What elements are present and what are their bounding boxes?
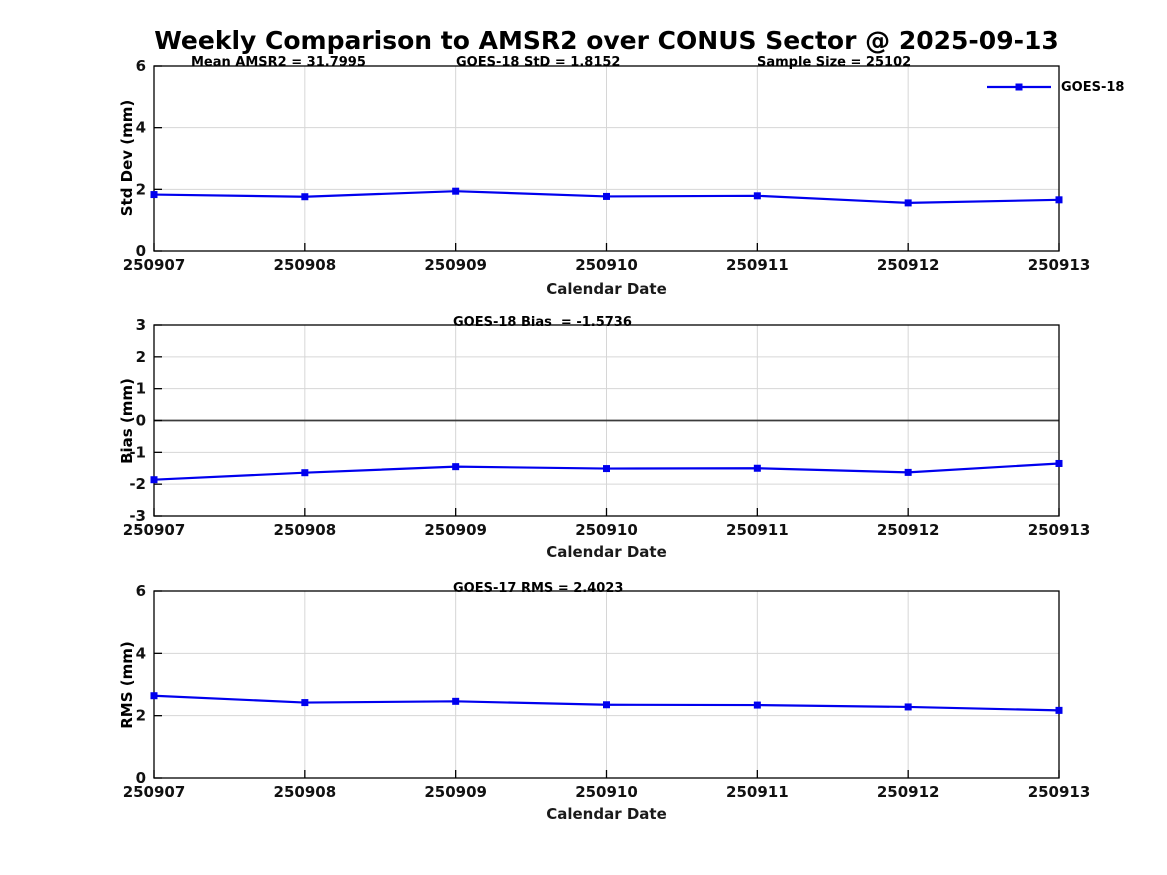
x-axis-label-1: Calendar Date	[546, 280, 667, 298]
legend: GOES-18	[985, 79, 1125, 95]
data-point-marker	[150, 191, 158, 199]
y-tick-label: 0	[136, 242, 146, 260]
y-tick-label: 2	[136, 707, 146, 725]
y-tick-label: -1	[129, 443, 146, 461]
x-tick-label: 250910	[575, 783, 638, 801]
x-tick-label: 250911	[726, 783, 789, 801]
x-tick-label: 250910	[575, 521, 638, 539]
data-point-marker	[753, 701, 761, 709]
data-point-marker	[603, 465, 610, 473]
x-tick-label: 250913	[1028, 521, 1091, 539]
chart-title: Weekly Comparison to AMSR2 over CONUS Se…	[154, 26, 1059, 55]
x-tick-label: 250913	[1028, 256, 1091, 274]
stat-goes17-rms: GOES-17 RMS = 2.4023	[453, 581, 624, 596]
x-tick-label: 250908	[274, 783, 337, 801]
x-tick-label: 250912	[877, 783, 940, 801]
data-point-marker	[1055, 459, 1063, 467]
y-tick-label: -3	[129, 507, 146, 525]
y-tick-label: 1	[136, 380, 146, 398]
x-tick-label: 250911	[726, 256, 789, 274]
x-axis-label-3: Calendar Date	[546, 805, 667, 823]
data-point-marker	[452, 697, 460, 705]
y-tick-label: 0	[136, 412, 146, 430]
y-tick-label: 4	[136, 119, 146, 137]
y-tick-label: 6	[136, 582, 146, 600]
x-tick-label: 250913	[1028, 783, 1091, 801]
x-tick-label: 250907	[123, 256, 186, 274]
data-point-marker	[753, 192, 761, 200]
data-point-marker	[452, 463, 460, 471]
y-tick-label: 0	[136, 769, 146, 787]
y-tick-label: 2	[136, 180, 146, 198]
data-point-marker	[301, 193, 309, 201]
x-axis-label-2: Calendar Date	[546, 543, 667, 561]
data-point-marker	[904, 703, 912, 711]
data-point-marker	[904, 468, 912, 476]
data-point-marker	[904, 199, 912, 207]
data-point-marker	[1055, 196, 1063, 204]
data-point-marker	[150, 692, 158, 700]
x-tick-label: 250909	[424, 783, 487, 801]
legend-line-sample-icon	[987, 83, 1051, 91]
y-tick-label: 6	[136, 57, 146, 75]
x-tick-label: 250909	[424, 521, 487, 539]
x-tick-label: 250907	[123, 521, 186, 539]
x-tick-label: 250912	[877, 256, 940, 274]
x-tick-label: 250907	[123, 783, 186, 801]
data-point-marker	[1055, 706, 1063, 714]
data-point-marker	[603, 701, 610, 709]
stat-goes18-bias: GOES-18 Bias = -1.5736	[453, 315, 632, 330]
data-point-marker	[603, 192, 610, 200]
x-tick-label: 250910	[575, 256, 638, 274]
x-tick-label: 250911	[726, 521, 789, 539]
x-tick-label: 250912	[877, 521, 940, 539]
y-tick-label: 3	[136, 316, 146, 334]
x-tick-label: 250909	[424, 256, 487, 274]
y-tick-label: 2	[136, 348, 146, 366]
legend-label: GOES-18	[1061, 79, 1125, 95]
data-point-marker	[301, 469, 309, 477]
data-point-marker	[452, 187, 460, 195]
y-tick-label: -2	[129, 475, 146, 493]
data-point-marker	[301, 699, 309, 707]
data-point-marker	[150, 476, 158, 484]
y-tick-label: 4	[136, 644, 146, 662]
x-tick-label: 250908	[274, 256, 337, 274]
data-point-marker	[753, 464, 761, 472]
x-tick-label: 250908	[274, 521, 337, 539]
